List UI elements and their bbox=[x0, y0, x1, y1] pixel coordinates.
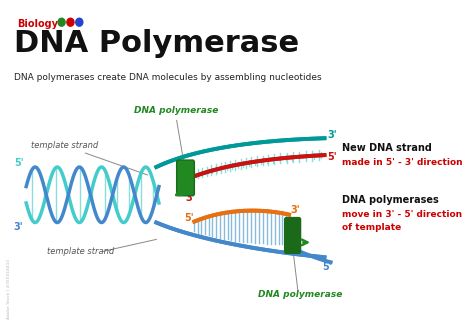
Text: DNA polymerase: DNA polymerase bbox=[258, 290, 343, 299]
Text: Biology: Biology bbox=[18, 19, 58, 29]
Text: template strand: template strand bbox=[31, 141, 99, 150]
Text: 3': 3' bbox=[290, 205, 300, 215]
Text: 5': 5' bbox=[184, 213, 194, 222]
FancyBboxPatch shape bbox=[285, 217, 301, 253]
Text: Adobe Stock | #355018410: Adobe Stock | #355018410 bbox=[7, 259, 10, 319]
FancyBboxPatch shape bbox=[177, 160, 194, 196]
Text: DNA polymerases create DNA molecules by assembling nucleotides: DNA polymerases create DNA molecules by … bbox=[14, 73, 321, 82]
Text: DNA polymerases: DNA polymerases bbox=[342, 195, 439, 205]
Text: 3': 3' bbox=[185, 193, 195, 203]
Circle shape bbox=[58, 18, 65, 26]
Text: DNA Polymerase: DNA Polymerase bbox=[14, 29, 299, 58]
Text: 3': 3' bbox=[14, 222, 23, 232]
Text: 5': 5' bbox=[327, 152, 337, 162]
Circle shape bbox=[67, 18, 74, 26]
Text: 3': 3' bbox=[327, 130, 337, 140]
Text: template strand: template strand bbox=[47, 247, 115, 256]
Circle shape bbox=[76, 18, 83, 26]
Text: made in 5' - 3' direction: made in 5' - 3' direction bbox=[342, 157, 463, 166]
Text: New DNA strand: New DNA strand bbox=[342, 143, 432, 153]
Text: DNA polymerase: DNA polymerase bbox=[135, 107, 219, 116]
Text: 5': 5' bbox=[322, 262, 331, 272]
Text: 5': 5' bbox=[14, 158, 23, 168]
Text: of template: of template bbox=[342, 223, 401, 232]
Text: move in 3' - 5' direction: move in 3' - 5' direction bbox=[342, 210, 462, 219]
